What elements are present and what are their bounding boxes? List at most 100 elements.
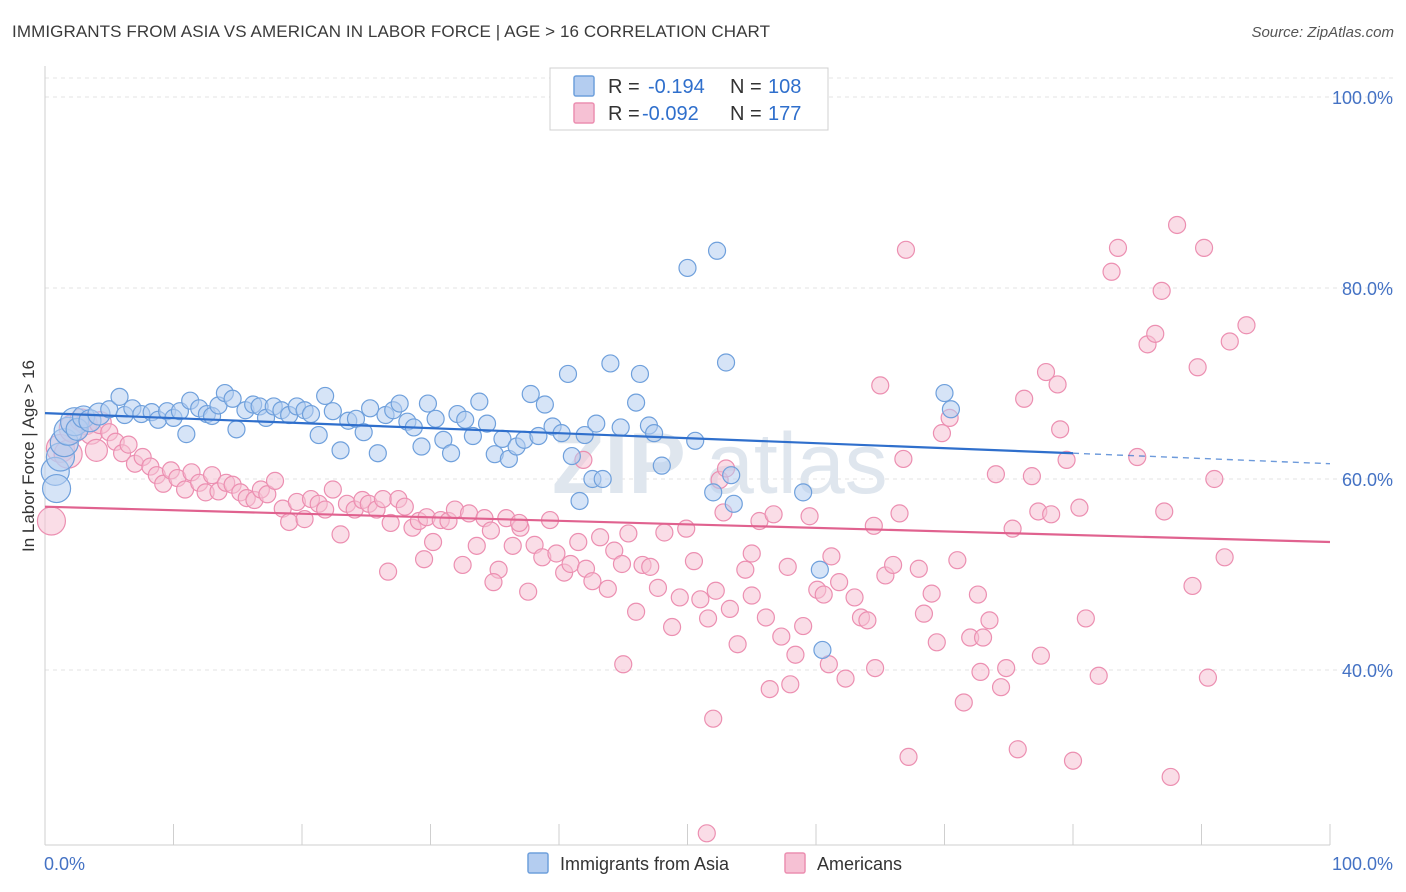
legend-swatch-asia bbox=[573, 75, 595, 97]
asia-point bbox=[323, 402, 342, 421]
americans-point bbox=[1076, 609, 1095, 628]
americans-point bbox=[836, 669, 855, 688]
asia-point bbox=[611, 418, 630, 437]
asia-point bbox=[652, 456, 671, 475]
asia-point bbox=[587, 414, 606, 433]
asia-point bbox=[177, 425, 196, 444]
chart-title: IMMIGRANTS FROM ASIA VS AMERICAN IN LABO… bbox=[12, 22, 771, 41]
asia-point bbox=[456, 410, 475, 429]
asia-point bbox=[630, 364, 650, 384]
asia-point bbox=[521, 384, 540, 404]
americans-point bbox=[1063, 751, 1083, 770]
asia-point bbox=[368, 444, 387, 463]
americans-point bbox=[1128, 447, 1147, 467]
americans-point bbox=[598, 579, 617, 598]
americans-point bbox=[1237, 316, 1256, 335]
americans-point bbox=[794, 616, 813, 636]
asia-point bbox=[678, 258, 697, 278]
asia-point bbox=[601, 354, 620, 373]
americans-point bbox=[583, 572, 602, 591]
americans-point bbox=[605, 541, 624, 560]
americans-point bbox=[677, 519, 696, 538]
americans-point bbox=[845, 588, 864, 607]
americans-point bbox=[781, 675, 800, 694]
americans-point bbox=[760, 679, 779, 699]
americans-point bbox=[467, 536, 486, 555]
asia-point bbox=[686, 431, 705, 450]
americans-point bbox=[948, 551, 967, 570]
trend-line-americans bbox=[44, 505, 1331, 544]
americans-point bbox=[453, 555, 472, 575]
americans-point bbox=[1161, 767, 1180, 787]
americans-point bbox=[331, 525, 350, 544]
americans-point bbox=[381, 513, 400, 533]
asia-point bbox=[331, 441, 350, 460]
americans-point bbox=[883, 555, 903, 575]
americans-point bbox=[519, 582, 538, 601]
asia-point bbox=[707, 241, 727, 260]
americans-point bbox=[481, 521, 500, 540]
asia-point bbox=[110, 387, 129, 406]
asia-point bbox=[626, 393, 646, 412]
y-axis-title: In Labor Force | Age > 16 bbox=[19, 360, 38, 552]
americans-point bbox=[997, 658, 1016, 678]
asia-point bbox=[644, 424, 664, 443]
americans-point bbox=[968, 585, 988, 604]
asia-point bbox=[309, 425, 328, 445]
americans-point bbox=[691, 590, 710, 609]
x-tick-label-max: 100.0% bbox=[1332, 854, 1393, 874]
legend-r-value-asia: -0.194 bbox=[648, 76, 705, 98]
y-tick-label-80: 80.0% bbox=[1342, 279, 1393, 299]
trend-lines bbox=[44, 412, 1331, 544]
americans-point bbox=[922, 584, 941, 603]
asia-point bbox=[361, 399, 380, 418]
asia-point bbox=[227, 420, 246, 439]
americans-point bbox=[591, 528, 610, 547]
americans-point bbox=[986, 465, 1006, 484]
americans-point bbox=[484, 573, 503, 592]
americans-point bbox=[1051, 420, 1070, 439]
americans-point bbox=[698, 609, 718, 628]
legend-n-label-asia: N = bbox=[730, 76, 762, 98]
americans-point bbox=[373, 489, 393, 509]
americans-point bbox=[890, 504, 909, 523]
americans-point bbox=[800, 507, 819, 526]
americans-point bbox=[894, 449, 913, 469]
bottom-legend-label-asia: Immigrants from Asia bbox=[560, 854, 730, 874]
americans-point bbox=[704, 709, 723, 728]
asia-point bbox=[390, 394, 409, 413]
asia-point bbox=[813, 640, 832, 660]
americans-point bbox=[84, 438, 109, 462]
americans-point bbox=[980, 611, 999, 630]
americans-point bbox=[569, 532, 588, 552]
americans-point bbox=[720, 599, 740, 618]
americans-point bbox=[1152, 281, 1171, 300]
americans-point bbox=[1183, 576, 1202, 596]
americans-point bbox=[648, 578, 668, 597]
americans-point bbox=[736, 560, 755, 579]
americans-point bbox=[814, 585, 833, 604]
americans-point bbox=[871, 376, 890, 395]
bottom-legend-swatch-americans bbox=[784, 852, 806, 874]
americans-point bbox=[1048, 375, 1067, 394]
axes bbox=[44, 66, 1331, 846]
americans-point bbox=[1205, 469, 1224, 489]
asia-point bbox=[724, 494, 743, 513]
americans-point bbox=[742, 544, 761, 563]
source-label: Source: ZipAtlas.com bbox=[1251, 24, 1394, 41]
americans-point bbox=[764, 505, 783, 524]
americans-point bbox=[1167, 215, 1187, 235]
asia-point bbox=[316, 386, 335, 406]
asia-point bbox=[593, 469, 612, 489]
americans-point bbox=[1015, 389, 1034, 408]
asia-point bbox=[463, 426, 483, 446]
asia-point bbox=[716, 353, 736, 372]
americans-point bbox=[858, 611, 877, 630]
americans-point bbox=[202, 466, 222, 485]
americans-point bbox=[954, 693, 973, 712]
trend-line-asia bbox=[44, 412, 1074, 455]
americans-point bbox=[1003, 519, 1022, 538]
americans-point bbox=[914, 604, 934, 623]
americans-point bbox=[1022, 467, 1041, 486]
series-asia-points bbox=[40, 241, 961, 660]
